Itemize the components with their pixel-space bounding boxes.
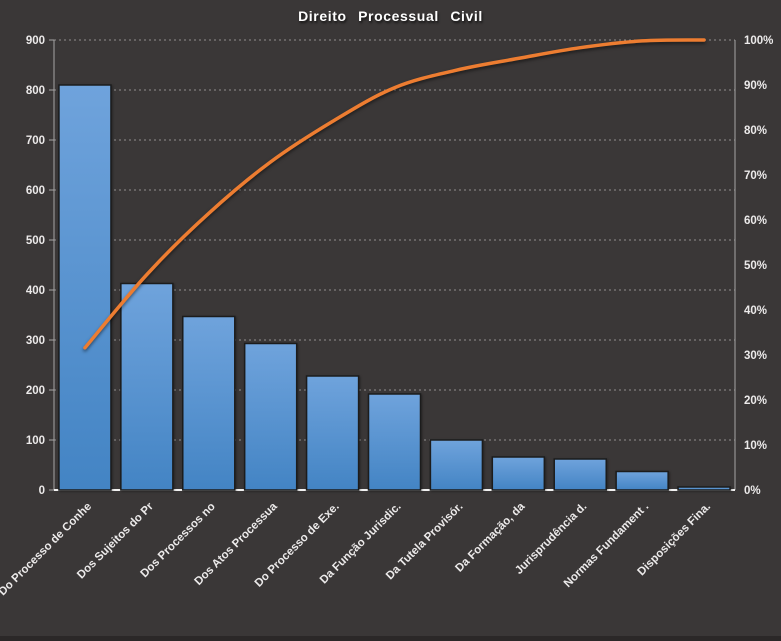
left-axis-tick-label: 200 — [26, 385, 45, 397]
left-axis-tick-label: 500 — [26, 235, 45, 247]
left-axis-tick-label: 400 — [26, 285, 45, 297]
right-axis-tick-label: 10% — [744, 440, 767, 452]
right-axis-tick-label: 90% — [744, 80, 767, 92]
pareto-bar[interactable] — [58, 84, 112, 491]
pareto-bar[interactable] — [615, 470, 669, 491]
pareto-bar[interactable] — [243, 342, 298, 491]
left-axis-tick-label: 900 — [26, 35, 45, 47]
right-axis-tick-label: 50% — [744, 260, 767, 272]
pareto-bar[interactable] — [182, 315, 236, 491]
right-axis-tick-label: 70% — [744, 170, 767, 182]
right-axis-tick-label: 20% — [744, 395, 767, 407]
left-axis: 900 800 700 600 500 400 300 200 100 0 — [26, 35, 54, 497]
category-label: Do Processo de Conhe — [0, 501, 94, 599]
left-axis-tick-label: 800 — [26, 85, 45, 97]
bottom-edge-strip — [0, 636, 781, 641]
pareto-bar[interactable] — [553, 458, 607, 491]
left-axis-tick-label: 700 — [26, 135, 45, 147]
pareto-bar[interactable] — [305, 375, 360, 491]
pareto-bar[interactable] — [491, 456, 546, 491]
right-axis: 100% 90% 80% 70% 60% 50% 40% 30% 20% 10% 0% — [744, 35, 773, 497]
right-axis-tick-label: 30% — [744, 350, 767, 362]
chart-title: Direito Processual Civil — [298, 8, 483, 24]
pareto-bar[interactable] — [677, 486, 731, 491]
frequency-bars-series — [58, 84, 731, 491]
pareto-bar[interactable] — [429, 439, 484, 491]
right-axis-tick-label: 80% — [744, 125, 767, 137]
right-axis-tick-label: 100% — [744, 35, 773, 47]
right-axis-tick-label: 40% — [744, 305, 767, 317]
right-axis-tick-label: 60% — [744, 215, 767, 227]
right-axis-tick-label: 0% — [744, 485, 761, 497]
left-axis-tick-label: 300 — [26, 335, 45, 347]
pareto-bar[interactable] — [120, 282, 174, 491]
left-axis-tick-label: 100 — [26, 435, 45, 447]
left-axis-tick-label: 0 — [39, 485, 45, 497]
cumulative-percent-line[interactable] — [83, 38, 706, 350]
pareto-bar[interactable] — [367, 393, 422, 491]
left-axis-tick-label: 600 — [26, 185, 45, 197]
